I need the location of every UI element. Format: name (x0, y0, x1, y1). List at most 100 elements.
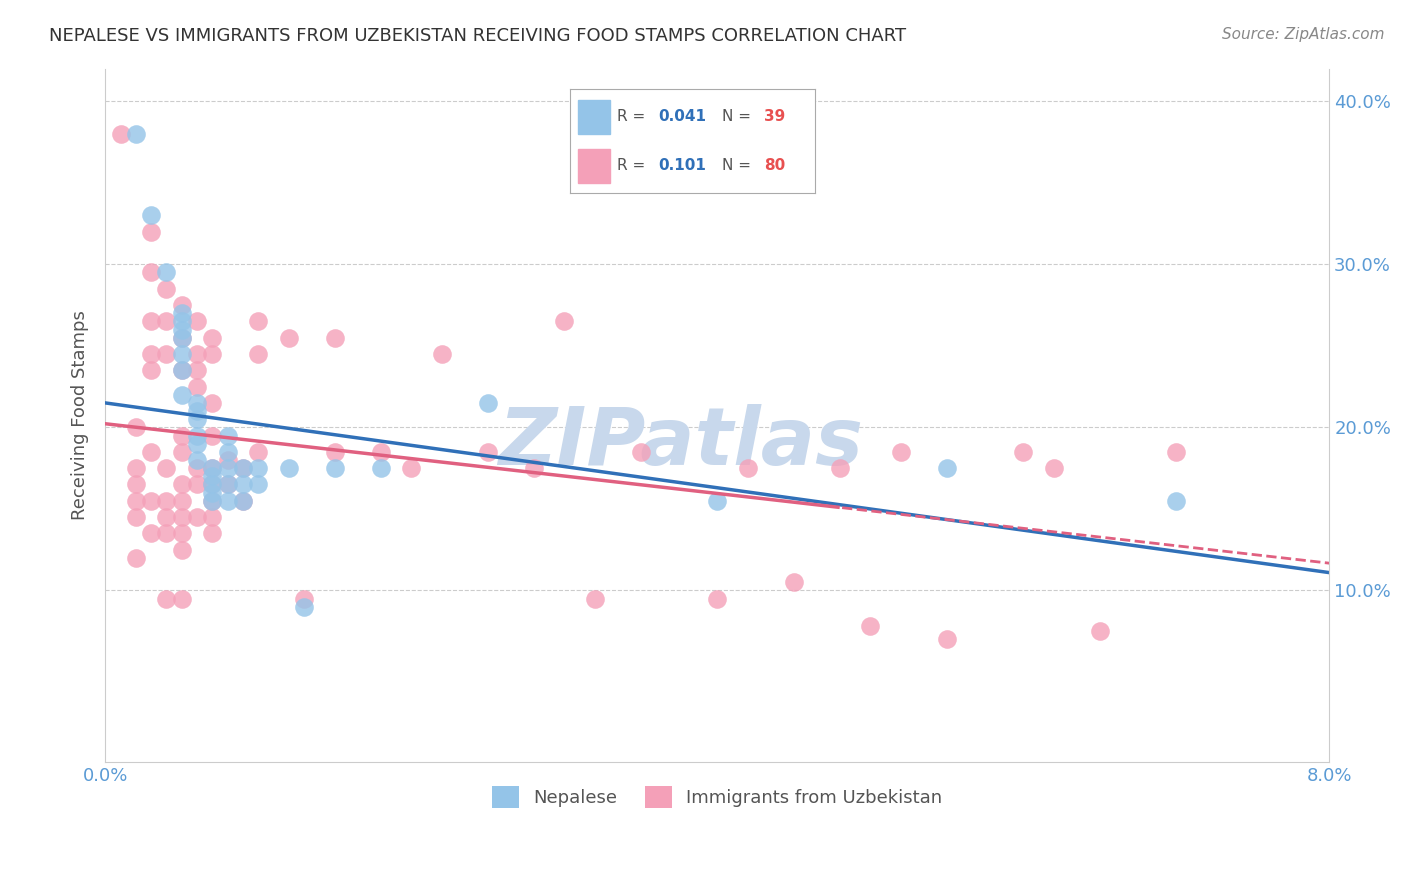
Point (583, 591, 606, 606)
Point (323, 445, 346, 459)
Point (935, 632, 957, 647)
Point (201, 347, 224, 361)
Point (125, 477, 148, 491)
Point (125, 420, 148, 434)
Point (139, 526, 162, 541)
Point (890, 445, 912, 459)
Point (201, 526, 224, 541)
Point (477, 445, 499, 459)
Point (139, 208, 162, 222)
Point (1166, 493, 1188, 508)
Point (201, 461, 224, 475)
Point (399, 461, 422, 475)
Point (706, 591, 728, 606)
Point (155, 347, 177, 361)
Point (370, 445, 392, 459)
Point (232, 461, 254, 475)
Point (125, 127, 148, 141)
Point (186, 363, 208, 377)
Point (110, 127, 132, 141)
Point (139, 445, 162, 459)
Point (247, 477, 270, 491)
Point (277, 331, 299, 345)
Point (859, 619, 882, 633)
Point (247, 445, 270, 459)
Point (170, 322, 193, 336)
Point (186, 428, 208, 442)
Point (706, 493, 728, 508)
Point (170, 347, 193, 361)
Point (170, 493, 193, 508)
Point (523, 461, 546, 475)
Point (125, 461, 148, 475)
Point (170, 331, 193, 345)
Point (828, 461, 851, 475)
Point (323, 461, 346, 475)
Point (186, 396, 208, 410)
Point (170, 331, 193, 345)
Point (139, 265, 162, 279)
Point (1043, 461, 1066, 475)
Point (186, 314, 208, 328)
Point (170, 306, 193, 320)
Point (217, 453, 239, 467)
Point (125, 550, 148, 565)
Point (139, 347, 162, 361)
Point (170, 526, 193, 541)
Point (170, 314, 193, 328)
Point (170, 388, 193, 402)
Point (155, 461, 177, 475)
Point (232, 493, 254, 508)
Point (292, 591, 315, 606)
Point (247, 347, 270, 361)
Point (1088, 624, 1111, 639)
Point (201, 485, 224, 500)
Point (170, 363, 193, 377)
Text: ZIPatlas: ZIPatlas (498, 404, 863, 482)
Point (232, 493, 254, 508)
Point (201, 428, 224, 442)
Text: NEPALESE VS IMMIGRANTS FROM UZBEKISTAN RECEIVING FOOD STAMPS CORRELATION CHART: NEPALESE VS IMMIGRANTS FROM UZBEKISTAN R… (49, 27, 907, 45)
Point (232, 477, 254, 491)
Point (201, 469, 224, 483)
Point (277, 461, 299, 475)
Point (155, 282, 177, 296)
Point (201, 493, 224, 508)
Point (935, 461, 957, 475)
Point (170, 510, 193, 524)
Point (232, 461, 254, 475)
Point (186, 477, 208, 491)
Point (292, 599, 315, 614)
Point (186, 461, 208, 475)
Point (217, 445, 239, 459)
Point (217, 493, 239, 508)
Y-axis label: Receiving Food Stamps: Receiving Food Stamps (72, 310, 89, 520)
Point (170, 363, 193, 377)
Point (201, 331, 224, 345)
Point (170, 591, 193, 606)
Point (155, 493, 177, 508)
Legend: Nepalese, Immigrants from Uzbekistan: Nepalese, Immigrants from Uzbekistan (485, 779, 949, 815)
Point (155, 265, 177, 279)
Point (125, 510, 148, 524)
Point (201, 477, 224, 491)
Point (201, 510, 224, 524)
Point (1012, 445, 1035, 459)
Point (125, 493, 148, 508)
Point (247, 314, 270, 328)
Point (553, 314, 575, 328)
Point (201, 461, 224, 475)
Point (1166, 445, 1188, 459)
Point (477, 396, 499, 410)
Point (783, 575, 806, 590)
Point (201, 477, 224, 491)
Point (201, 493, 224, 508)
Point (217, 477, 239, 491)
Point (155, 314, 177, 328)
Point (186, 412, 208, 426)
Point (139, 363, 162, 377)
Point (217, 461, 239, 475)
Point (155, 526, 177, 541)
Point (737, 461, 759, 475)
Point (186, 379, 208, 393)
